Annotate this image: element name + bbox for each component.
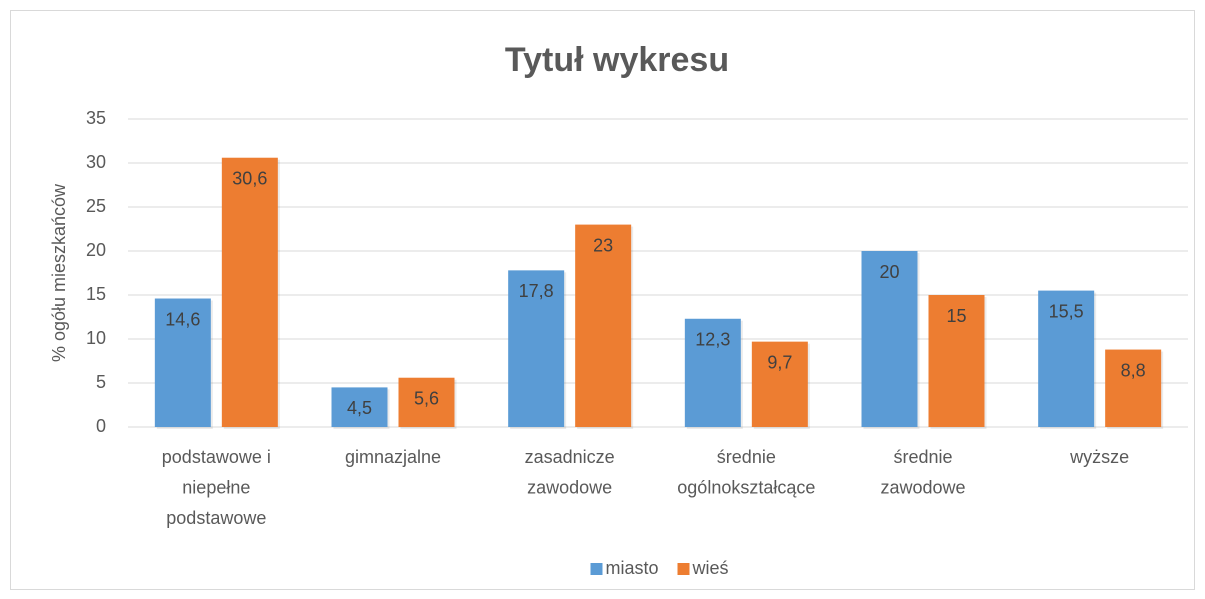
y-tick-label: 20 bbox=[86, 240, 106, 260]
y-tick-label: 0 bbox=[96, 416, 106, 436]
legend-label: wieś bbox=[692, 558, 729, 578]
bar bbox=[1105, 349, 1162, 427]
bar bbox=[1038, 290, 1095, 427]
data-label: 14,6 bbox=[165, 309, 200, 329]
x-tick-label: podstawowe i niepełne podstawowe bbox=[162, 447, 271, 528]
x-tick-label: zasadnicze zawodowe bbox=[525, 447, 615, 498]
bar bbox=[684, 318, 741, 427]
legend-swatch bbox=[590, 563, 603, 575]
bar bbox=[751, 341, 808, 427]
x-tick-label: wyższe bbox=[1069, 447, 1129, 467]
chart-title: Tytuł wykresu bbox=[505, 41, 729, 79]
legend-swatch bbox=[677, 563, 690, 575]
bar bbox=[575, 224, 632, 427]
data-label: 4,5 bbox=[347, 398, 372, 418]
bar bbox=[331, 387, 388, 427]
y-axis-label: % ogółu mieszkańców bbox=[49, 183, 69, 362]
y-tick-label: 35 bbox=[86, 108, 106, 128]
data-label: 17,8 bbox=[519, 281, 554, 301]
y-tick-label: 30 bbox=[86, 152, 106, 172]
data-label: 23 bbox=[593, 235, 613, 255]
bar bbox=[221, 157, 278, 427]
data-label: 20 bbox=[879, 262, 899, 282]
data-label: 30,6 bbox=[232, 168, 267, 188]
y-tick-label: 10 bbox=[86, 328, 106, 348]
y-tick-label: 25 bbox=[86, 196, 106, 216]
data-label: 8,8 bbox=[1121, 360, 1146, 380]
bar bbox=[508, 270, 565, 427]
data-label: 9,7 bbox=[767, 352, 792, 372]
x-tick-label: średnie ogólnokształcące bbox=[677, 447, 815, 498]
data-label: 15 bbox=[946, 306, 966, 326]
bar bbox=[928, 295, 985, 427]
data-label: 5,6 bbox=[414, 388, 439, 408]
x-tick-label: średnie zawodowe bbox=[880, 447, 965, 498]
bar bbox=[861, 251, 918, 427]
data-label: 15,5 bbox=[1049, 301, 1084, 321]
data-label: 12,3 bbox=[695, 330, 730, 350]
y-tick-label: 15 bbox=[86, 284, 106, 304]
y-tick-label: 5 bbox=[96, 372, 106, 392]
bar bbox=[154, 298, 211, 427]
x-tick-label: gimnazjalne bbox=[345, 447, 441, 467]
bar bbox=[398, 377, 455, 427]
legend-label: miasto bbox=[606, 558, 659, 578]
